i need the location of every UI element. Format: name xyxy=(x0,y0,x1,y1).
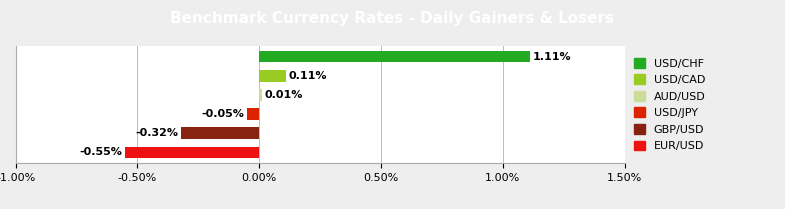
Bar xyxy=(259,89,261,101)
Bar xyxy=(259,70,286,82)
Text: Benchmark Currency Rates - Daily Gainers & Losers: Benchmark Currency Rates - Daily Gainers… xyxy=(170,11,615,26)
Bar xyxy=(259,51,530,62)
Bar xyxy=(247,108,259,120)
Bar xyxy=(181,127,259,139)
Text: 0.01%: 0.01% xyxy=(265,90,303,100)
Text: 1.11%: 1.11% xyxy=(532,52,571,61)
Bar xyxy=(126,147,259,158)
Text: 0.11%: 0.11% xyxy=(289,71,327,81)
Text: -0.32%: -0.32% xyxy=(135,128,178,138)
Legend: USD/CHF, USD/CAD, AUD/USD, USD/JPY, GBP/USD, EUR/USD: USD/CHF, USD/CAD, AUD/USD, USD/JPY, GBP/… xyxy=(630,54,709,155)
Text: -0.55%: -0.55% xyxy=(79,148,122,157)
Text: -0.05%: -0.05% xyxy=(201,109,244,119)
